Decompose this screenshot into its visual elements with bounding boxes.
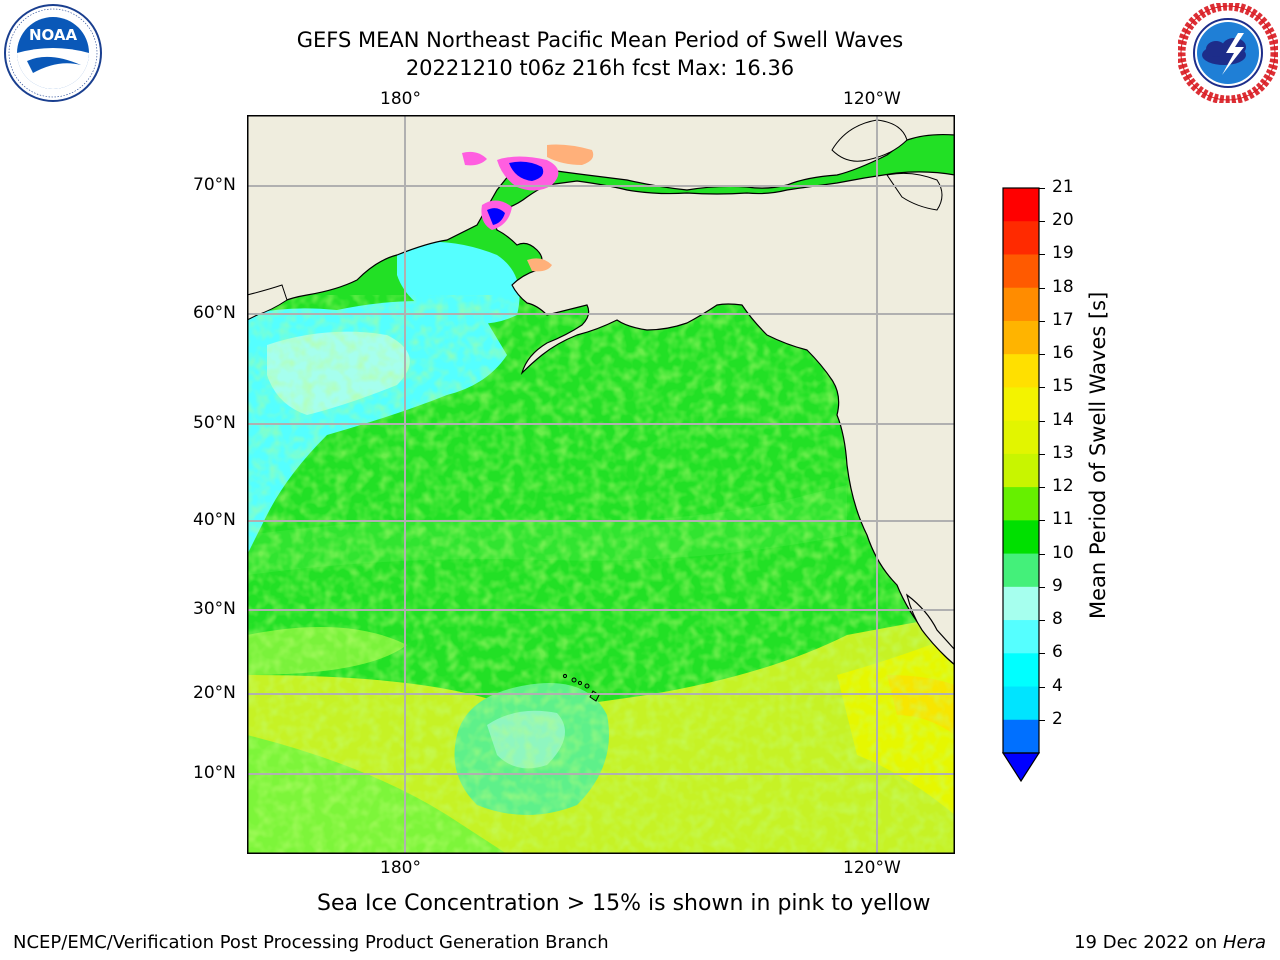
colorbar-tick-mark: [1039, 719, 1045, 721]
colorbar-segment: [1003, 387, 1039, 422]
colorbar-tick-mark: [1039, 653, 1045, 655]
land-arctic-north: [247, 115, 955, 321]
colorbar-segment: [1003, 254, 1039, 289]
y-tick-30n: 30°N: [193, 599, 236, 619]
footer-machine: Hera: [1222, 932, 1266, 953]
colorbar-segment: [1003, 586, 1039, 621]
sea-ice-blue-2: [487, 208, 505, 225]
x-tick-bottom-180: 180°: [380, 858, 421, 878]
colorbar-tick-mark: [1039, 320, 1045, 322]
land-arctic-islands: [831, 119, 908, 162]
colorbar-segment: [1003, 221, 1039, 255]
colorbar-tick-label: 14: [1052, 409, 1074, 430]
sea-ice-orange-2: [527, 258, 552, 272]
colorbar-tick-mark: [1039, 553, 1045, 555]
y-tick-40n: 40°N: [193, 510, 236, 530]
colorbar-tick-mark: [1039, 686, 1045, 688]
colorbar-label: Mean Period of Swell Waves [s]: [1086, 291, 1110, 619]
footer-date: 19 Dec 2022 on: [1074, 932, 1223, 953]
map-svg: [247, 115, 955, 854]
map-frame: [247, 115, 955, 854]
colorbar: [1000, 186, 1041, 786]
graticule: [247, 115, 955, 854]
x-tick-top-120w: 120°W: [843, 89, 901, 109]
x-tick-bottom-120w: 120°W: [843, 858, 901, 878]
colorbar-svg: [1001, 187, 1041, 783]
colorbar-tick-mark: [1039, 487, 1045, 489]
colorbar-tick-label: 2: [1052, 708, 1063, 729]
colorbar-tick-mark: [1039, 420, 1045, 422]
colorbar-segment: [1003, 653, 1039, 688]
colorbar-segment: [1003, 520, 1039, 555]
land-baja: [906, 593, 955, 666]
colorbar-tick-mark: [1039, 287, 1045, 289]
y-tick-10n: 10°N: [193, 763, 236, 783]
colorbar-tick-mark: [1039, 620, 1045, 622]
land-arctic-island-2: [886, 172, 943, 211]
colorbar-segment: [1003, 686, 1039, 721]
footer-right: 19 Dec 2022 on Hera: [1074, 932, 1266, 953]
colorbar-tick-mark: [1039, 387, 1045, 389]
colorbar-tick-label: 21: [1052, 177, 1074, 197]
colorbar-tick-label: 17: [1052, 309, 1074, 330]
noaa-logo-text: NOAA: [29, 26, 78, 44]
y-tick-70n: 70°N: [193, 175, 236, 195]
colorbar-tick-mark: [1039, 221, 1045, 223]
colorbar-tick-label: 10: [1052, 542, 1074, 563]
sea-ice-note: Sea Ice Concentration > 15% is shown in …: [317, 891, 931, 916]
colorbar-tick-mark: [1039, 520, 1045, 522]
colorbar-tick-label: 15: [1052, 376, 1074, 397]
colorbar-tick-mark: [1039, 354, 1045, 356]
colorbar-frame: [1002, 187, 1040, 754]
colorbar-tick-mark: [1039, 586, 1045, 588]
colorbar-segment: [1003, 453, 1039, 488]
sea-ice-orange: [547, 144, 594, 165]
sea-ice-pink-3: [462, 151, 487, 166]
colorbar-segment: [1003, 719, 1039, 754]
noaa-logo: NOAA: [3, 3, 103, 103]
colorbar-segment: [1003, 420, 1039, 455]
colorbar-tick-label: 13: [1052, 442, 1074, 463]
colorbar-segment: [1003, 553, 1039, 588]
nws-logo: [1176, 1, 1280, 105]
colorbar-tick-label: 11: [1052, 509, 1074, 530]
colorbar-segment: [1003, 354, 1039, 388]
colorbar-segment: [1003, 188, 1039, 222]
y-tick-20n: 20°N: [193, 683, 236, 703]
colorbar-segment: [1003, 287, 1039, 322]
colorbar-tick-mark: [1039, 453, 1045, 455]
colorbar-tick-label: 19: [1052, 243, 1074, 264]
colorbar-tick-mark: [1039, 254, 1045, 256]
colorbar-tick-label: 18: [1052, 276, 1074, 297]
y-tick-50n: 50°N: [193, 413, 236, 433]
colorbar-segment: [1003, 487, 1039, 521]
y-tick-60n: 60°N: [193, 303, 236, 323]
map-panel: [247, 115, 955, 854]
colorbar-tick-label: 12: [1052, 476, 1074, 497]
colorbar-tick-label: 4: [1052, 675, 1063, 696]
colorbar-tick-label: 16: [1052, 343, 1074, 364]
footer-left: NCEP/EMC/Verification Post Processing Pr…: [13, 932, 609, 953]
colorbar-segment: [1003, 620, 1039, 654]
colorbar-tick-label: 9: [1052, 575, 1063, 596]
map-title: GEFS MEAN Northeast Pacific Mean Period …: [296, 28, 904, 52]
colorbar-tick-label: 6: [1052, 642, 1063, 663]
colorbar-tick-label: 20: [1052, 210, 1074, 231]
colorbar-extend-arrow: [1001, 752, 1041, 783]
sea-ice-blue-core: [509, 161, 544, 181]
colorbar-segment: [1003, 320, 1039, 355]
colorbar-tick-label: 8: [1052, 609, 1063, 630]
land-north-america: [494, 171, 955, 666]
map-subtitle: 20221210 t06z 216h fcst Max: 16.36: [405, 56, 795, 80]
colorbar-tick-mark: [1039, 188, 1045, 189]
x-tick-top-180: 180°: [380, 89, 421, 109]
